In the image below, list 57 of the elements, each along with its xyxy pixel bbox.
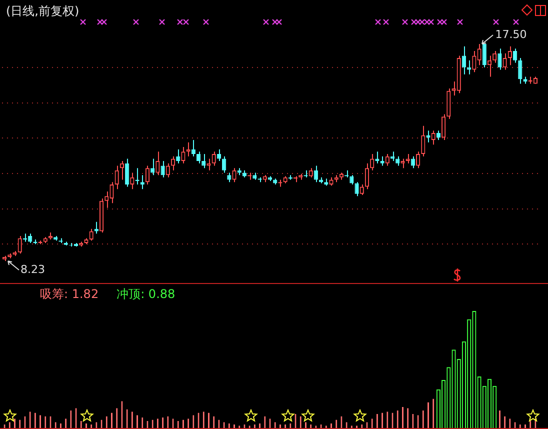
candlestick — [385, 154, 390, 166]
candlestick — [212, 151, 216, 166]
candlestick — [512, 48, 518, 64]
candlestick — [120, 160, 124, 180]
candlestick — [196, 151, 201, 164]
candlestick — [462, 46, 466, 75]
candlestick — [482, 44, 486, 68]
candlestick — [156, 151, 160, 176]
chart-title: (日线,前复权) — [6, 3, 80, 20]
candlestick — [354, 182, 359, 197]
candlestick — [308, 168, 313, 178]
text: 8.23 — [20, 262, 46, 276]
candlestick — [492, 50, 497, 64]
candlestick — [145, 165, 150, 185]
candlestick — [150, 158, 155, 176]
candlestick — [191, 139, 196, 157]
candlestick — [416, 151, 420, 169]
candlestick — [202, 154, 206, 169]
candlestick — [502, 52, 507, 70]
candlestick — [94, 221, 98, 234]
candlestick — [140, 174, 144, 190]
candlestick — [181, 146, 186, 164]
candlestick — [227, 172, 232, 183]
text: 吸筹: 1.82 — [40, 286, 99, 303]
candlestick — [114, 165, 119, 190]
candlestick — [442, 114, 446, 140]
candlestick — [350, 174, 354, 185]
candlestick — [406, 154, 410, 164]
candlestick — [314, 165, 318, 183]
candlestick — [518, 58, 522, 84]
candlestick — [431, 130, 436, 146]
candlestick — [130, 172, 134, 190]
candlestick — [176, 148, 180, 164]
candlestick — [125, 158, 130, 188]
candlestick — [375, 151, 380, 164]
candlestick — [421, 125, 426, 157]
candlestick — [508, 46, 512, 66]
candlestick — [410, 156, 415, 169]
candlestick — [216, 148, 221, 162]
candlestick — [380, 156, 384, 166]
candlestick — [400, 158, 405, 169]
candlestick — [370, 154, 374, 171]
candlestick — [360, 184, 364, 196]
text: 17.50 — [495, 28, 527, 41]
candlestick — [232, 168, 236, 183]
candlestick — [160, 160, 165, 178]
candlestick — [396, 156, 400, 166]
candlestick — [364, 162, 370, 190]
candlestick — [18, 235, 22, 254]
candlestick — [89, 228, 94, 242]
candlestick — [222, 156, 226, 174]
candlestick — [498, 48, 502, 70]
candlestick — [436, 130, 440, 140]
candlestick — [170, 156, 176, 171]
candlestick — [166, 162, 170, 178]
text: 冲顶: 0.88 — [116, 286, 176, 303]
candlestick — [487, 55, 492, 78]
